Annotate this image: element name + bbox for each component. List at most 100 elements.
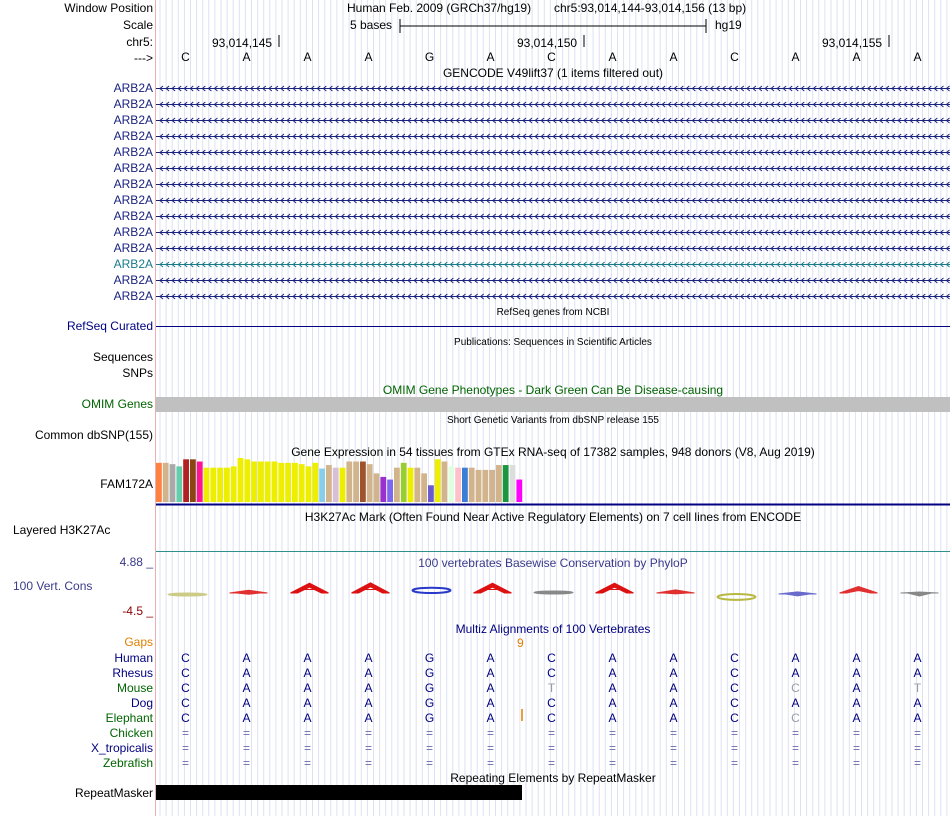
h3k27ac-track-label[interactable]: Layered H3K27Ac [13, 523, 111, 537]
gtex-tissue-bar [509, 465, 516, 502]
phylop-base-glyph [411, 586, 452, 595]
gencode-transcript-label[interactable]: ARB2A [113, 193, 153, 207]
alignment-base: A [303, 666, 312, 680]
gtex-tissue-bar [502, 465, 509, 502]
refseq-track-label[interactable]: RefSeq Curated [66, 319, 153, 333]
species-label[interactable]: Chicken [109, 726, 153, 740]
gencode-transcript-label[interactable]: ARB2A [113, 241, 153, 255]
alignment-base: G [424, 681, 435, 695]
gencode-transcript-label[interactable]: ARB2A [113, 81, 153, 95]
alignment-base: C [730, 711, 739, 725]
gencode-transcript-label[interactable]: ARB2A [113, 273, 153, 287]
alignment-base: = [669, 726, 677, 740]
transcript-chevrons [159, 133, 950, 140]
assembly-title: Human Feb. 2009 (GRCh37/hg19) [347, 1, 532, 15]
alignment-base: = [852, 741, 860, 755]
ruler-tick: 93,014,150 [517, 36, 578, 50]
alignment-base: G [424, 696, 435, 710]
gtex-tissue-bar [183, 459, 189, 502]
species-label[interactable]: Mouse [116, 681, 153, 695]
omim-track-label[interactable]: OMIM Genes [81, 397, 153, 411]
pubs-track-title[interactable]: Publications: Sequences in Scientific Ar… [454, 337, 652, 348]
gtex-track-title[interactable]: Gene Expression in 54 tissues from GTEx … [291, 445, 815, 459]
alignment-base: = [608, 756, 616, 770]
gtex-tissue-bar [468, 467, 475, 502]
phylop-base-glyph [533, 590, 574, 595]
alignment-base: C [547, 711, 556, 725]
gtex-gene-label[interactable]: FAM172A [100, 477, 153, 491]
species-label[interactable]: Dog [130, 696, 153, 710]
alignment-base: = [547, 726, 555, 740]
species-label[interactable]: Zebrafish [102, 756, 153, 770]
phylop-base-glyph [351, 582, 390, 594]
transcript-chevrons [159, 293, 950, 300]
alignment-base: = [425, 726, 433, 740]
gencode-transcript-label[interactable]: ARB2A [113, 257, 153, 271]
db-label: hg19 [715, 18, 742, 32]
gtex-tissue-bar [407, 467, 414, 502]
species-label[interactable]: Elephant [105, 711, 153, 725]
base-letter: A [364, 50, 373, 64]
transcript-chevrons [159, 213, 950, 220]
alignment-base: A [242, 666, 251, 680]
alignment-base: C [547, 696, 556, 710]
multiz-track-title[interactable]: Multiz Alignments of 100 Vertebrates [455, 622, 651, 636]
gtex-tissue-bar [339, 467, 346, 502]
omim-track-title[interactable]: OMIM Gene Phenotypes - Dark Green Can Be… [382, 383, 724, 397]
gencode-transcript-label[interactable]: ARB2A [113, 129, 153, 143]
transcript-chevrons [159, 245, 950, 252]
gencode-transcript-label[interactable]: ARB2A [113, 225, 153, 239]
alignment-base: A [364, 681, 373, 695]
alignment-base: A [669, 666, 678, 680]
gtex-tissue-bar [448, 466, 455, 502]
gtex-tissue-bar [217, 467, 223, 502]
gtex-tissue-bar [319, 468, 325, 502]
scale-text: 5 bases [350, 18, 393, 32]
dbsnp-track-label[interactable]: Common dbSNP(155) [34, 428, 153, 442]
alignment-base: A [852, 696, 861, 710]
phylop-track-title[interactable]: 100 vertebrates Basewise Conservation by… [418, 556, 688, 570]
gtex-tissue-bar [203, 467, 210, 502]
gtex-tissue-bar [230, 466, 237, 502]
phylop-base-glyph [839, 586, 878, 594]
gtex-tissue-bar [176, 466, 183, 502]
gencode-track-title[interactable]: GENCODE V49lift37 (1 items filtered out) [442, 66, 664, 80]
species-label[interactable]: Human [114, 651, 153, 665]
gencode-transcript-label[interactable]: ARB2A [113, 209, 153, 223]
gencode-transcript-label[interactable]: ARB2A [113, 177, 153, 191]
repeatmasker-track-title[interactable]: Repeating Elements by RepeatMasker [450, 771, 656, 785]
alignment-base: A [913, 696, 922, 710]
alignment-base: C [730, 681, 739, 695]
alignment-base: A [242, 681, 251, 695]
h3k27ac-track-title[interactable]: H3K27Ac Mark (Often Found Near Active Re… [304, 510, 802, 524]
gencode-transcript-label[interactable]: ARB2A [113, 113, 153, 127]
dbsnp-track-title[interactable]: Short Genetic Variants from dbSNP releas… [447, 415, 659, 426]
gencode-transcript-label[interactable]: ARB2A [113, 145, 153, 159]
alignment-base: A [486, 651, 495, 665]
alignment-base: = [730, 756, 738, 770]
gtex-tissue-bar [278, 462, 285, 502]
phylop-track-label[interactable]: 100 Vert. Cons [13, 579, 93, 593]
alignment-base: A [364, 696, 373, 710]
pubs-track-label[interactable]: Sequences [92, 350, 153, 364]
species-label[interactable]: X_tropicalis [90, 741, 153, 755]
repeatmasker-track-label[interactable]: RepeatMasker [74, 786, 153, 800]
gtex-tissue-bar [366, 464, 373, 502]
alignment-base: = [913, 756, 921, 770]
alignment-base: A [486, 681, 495, 695]
species-label[interactable]: Rhesus [112, 666, 153, 680]
gtex-tissue-bar [298, 464, 305, 502]
alignment-base: A [669, 711, 678, 725]
gencode-transcript-label[interactable]: ARB2A [113, 161, 153, 175]
gencode-transcript-label[interactable]: ARB2A [113, 97, 153, 111]
transcript-chevrons [159, 277, 950, 284]
snps-label[interactable]: SNPs [122, 366, 153, 380]
alignment-base: C [181, 681, 190, 695]
phylop-ymin-label: -4.5 _ [122, 604, 153, 618]
refseq-track-title[interactable]: RefSeq genes from NCBI [496, 307, 610, 318]
alignment-base: = [181, 726, 189, 740]
alignment-base: A [852, 681, 861, 695]
gencode-transcript-label[interactable]: ARB2A [113, 289, 153, 303]
base-letter: G [424, 50, 435, 64]
